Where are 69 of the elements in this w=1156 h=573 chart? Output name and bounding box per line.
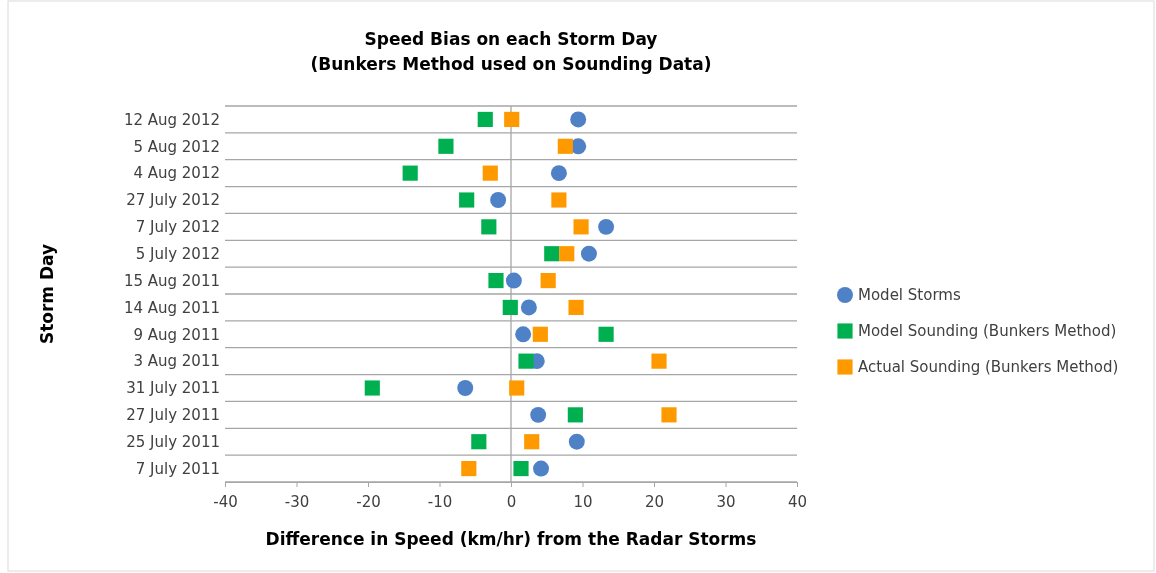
x-tick-label: 20 [644,492,665,511]
point [598,218,615,235]
point [515,326,532,343]
y-tick-label: 3 Aug 2011 [133,352,220,371]
point [661,407,677,423]
x-tick-label: -30 [284,492,310,511]
legend-label: Model Sounding (Bunkers Method) [858,322,1117,341]
x-tick-label: 0 [506,492,517,511]
point [550,165,567,182]
point [530,406,547,423]
legend-label: Model Storms [858,286,961,305]
point [477,111,493,128]
y-tick-label: 9 Aug 2011 [133,325,220,344]
point [580,245,597,262]
point [402,165,418,181]
point [482,165,498,181]
x-tick-label: -20 [356,492,381,511]
y-tick-label: 7 July 2012 [135,218,220,237]
point [568,433,585,450]
y-tick-label: 15 Aug 2011 [123,271,220,290]
point [438,138,454,154]
y-tick-label: 5 July 2012 [135,244,220,263]
point [488,272,504,289]
x-tick-label: 40 [787,492,808,511]
point [524,434,540,450]
point [540,272,556,289]
y-tick-label: 4 Aug 2012 [133,164,220,183]
y-tick-label: 31 July 2011 [126,379,220,398]
point [364,380,380,396]
point [651,353,667,369]
point [557,138,573,154]
x-tick-label: 30 [716,492,736,511]
point [598,326,614,342]
point [518,353,534,369]
x-tick-label: 10 [573,492,593,511]
point [567,407,583,423]
point [573,219,589,235]
point [505,272,522,289]
point [459,192,475,208]
y-tick-label: 27 July 2012 [126,191,220,210]
x-tick-label: -10 [427,492,453,511]
x-axis-title: Difference in Speed (km/hr) from the Radar Storms [265,529,757,549]
y-tick-label: 7 July 2011 [135,459,220,478]
y-tick-label: 25 July 2011 [126,432,220,451]
point [481,219,497,235]
point [461,460,477,477]
point [513,460,529,477]
y-tick-label: 12 Aug 2012 [123,110,220,129]
chart-title: Speed Bias on each Storm Day (Bunkers Method used on Sounding Data) [310,29,712,74]
legend-label: Actual Sounding (Bunkers Method) [858,358,1119,377]
x-tick-label: -40 [213,492,238,511]
y-tick-label: 27 July 2011 [126,406,220,425]
point [559,246,575,262]
point [471,434,487,450]
point [502,299,518,316]
y-tick-label: 5 Aug 2012 [133,137,220,156]
y-tick-label: 14 Aug 2011 [123,298,220,317]
point [570,111,587,128]
point [504,111,520,128]
point [533,460,550,477]
point [551,192,567,208]
point [520,299,537,316]
y-axis-title: Storm Day [37,243,57,345]
point [532,326,548,342]
point [509,380,525,396]
point [568,299,584,316]
point [544,246,560,262]
point [457,380,474,396]
point [490,192,507,208]
